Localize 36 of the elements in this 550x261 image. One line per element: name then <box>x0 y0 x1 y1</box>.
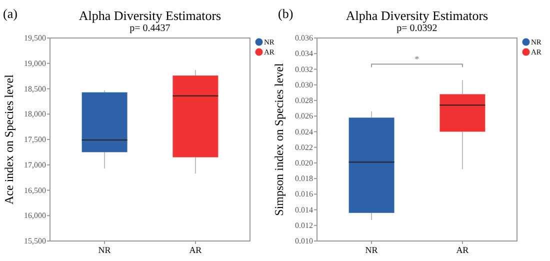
annotation: * <box>414 54 420 64</box>
text: (b) <box>278 6 294 21</box>
y-tick-label: 16,500 <box>24 186 46 195</box>
x-tick-label: NR <box>365 245 378 255</box>
y-tick-label: 18,500 <box>24 84 46 94</box>
y-tick-label: 16,000 <box>24 211 46 220</box>
y-tick-label: 0.018 <box>295 174 313 184</box>
chart-title: Alpha Diversity Estimators <box>78 8 222 23</box>
y-tick-label: 19,500 <box>24 34 46 43</box>
y-tick-label: 0.010 <box>295 236 313 246</box>
y-tick-label: 0.014 <box>295 205 313 214</box>
y-tick-label: 18,000 <box>24 110 46 119</box>
y-tick-label: 0.020 <box>295 158 313 168</box>
y-tick-label: 0.012 <box>295 220 313 230</box>
y-tick-label: 0.028 <box>295 96 313 106</box>
x-tick-label: AR <box>189 245 202 255</box>
y-tick-label: 0.016 <box>295 190 313 199</box>
y-tick-label: 17,500 <box>24 135 46 144</box>
chart-title: Alpha Diversity Estimators <box>346 8 488 23</box>
x-tick-label: AR <box>456 245 469 255</box>
chart-subtitle: p= 0.4437 <box>130 23 170 34</box>
y-tick-label: 0.036 <box>295 34 313 43</box>
chart-subtitle: p= 0.0392 <box>396 23 438 34</box>
y-tick-label: 0.022 <box>295 142 313 152</box>
y-tick-label: 0.034 <box>295 49 313 58</box>
y-tick-label: 17,000 <box>24 160 46 170</box>
y-axis-title: Ace index on Species level <box>2 74 16 204</box>
y-tick-label: 0.032 <box>295 64 313 74</box>
x-tick-label: NR <box>98 245 111 255</box>
y-tick-label: 19,000 <box>24 58 46 68</box>
y-tick-label: 0.030 <box>295 80 313 90</box>
y-tick-label: 15,500 <box>24 236 46 246</box>
y-tick-label: 0.024 <box>295 127 313 136</box>
y-axis-title: Simpson index on Species level <box>272 62 286 216</box>
text: (a) <box>3 6 18 21</box>
y-tick-label: 0.026 <box>295 112 313 121</box>
